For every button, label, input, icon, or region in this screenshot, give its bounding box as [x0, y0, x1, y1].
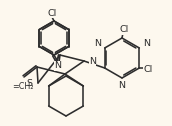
Text: S: S — [26, 78, 32, 87]
Text: N: N — [55, 61, 62, 71]
Text: =CH₂: =CH₂ — [12, 82, 34, 91]
Text: N: N — [119, 82, 126, 90]
Text: N: N — [143, 39, 150, 49]
Text: Cl: Cl — [47, 8, 57, 18]
Text: N: N — [89, 56, 96, 66]
Text: Cl: Cl — [144, 65, 153, 73]
Text: Cl: Cl — [119, 25, 129, 35]
Text: N: N — [94, 39, 101, 49]
